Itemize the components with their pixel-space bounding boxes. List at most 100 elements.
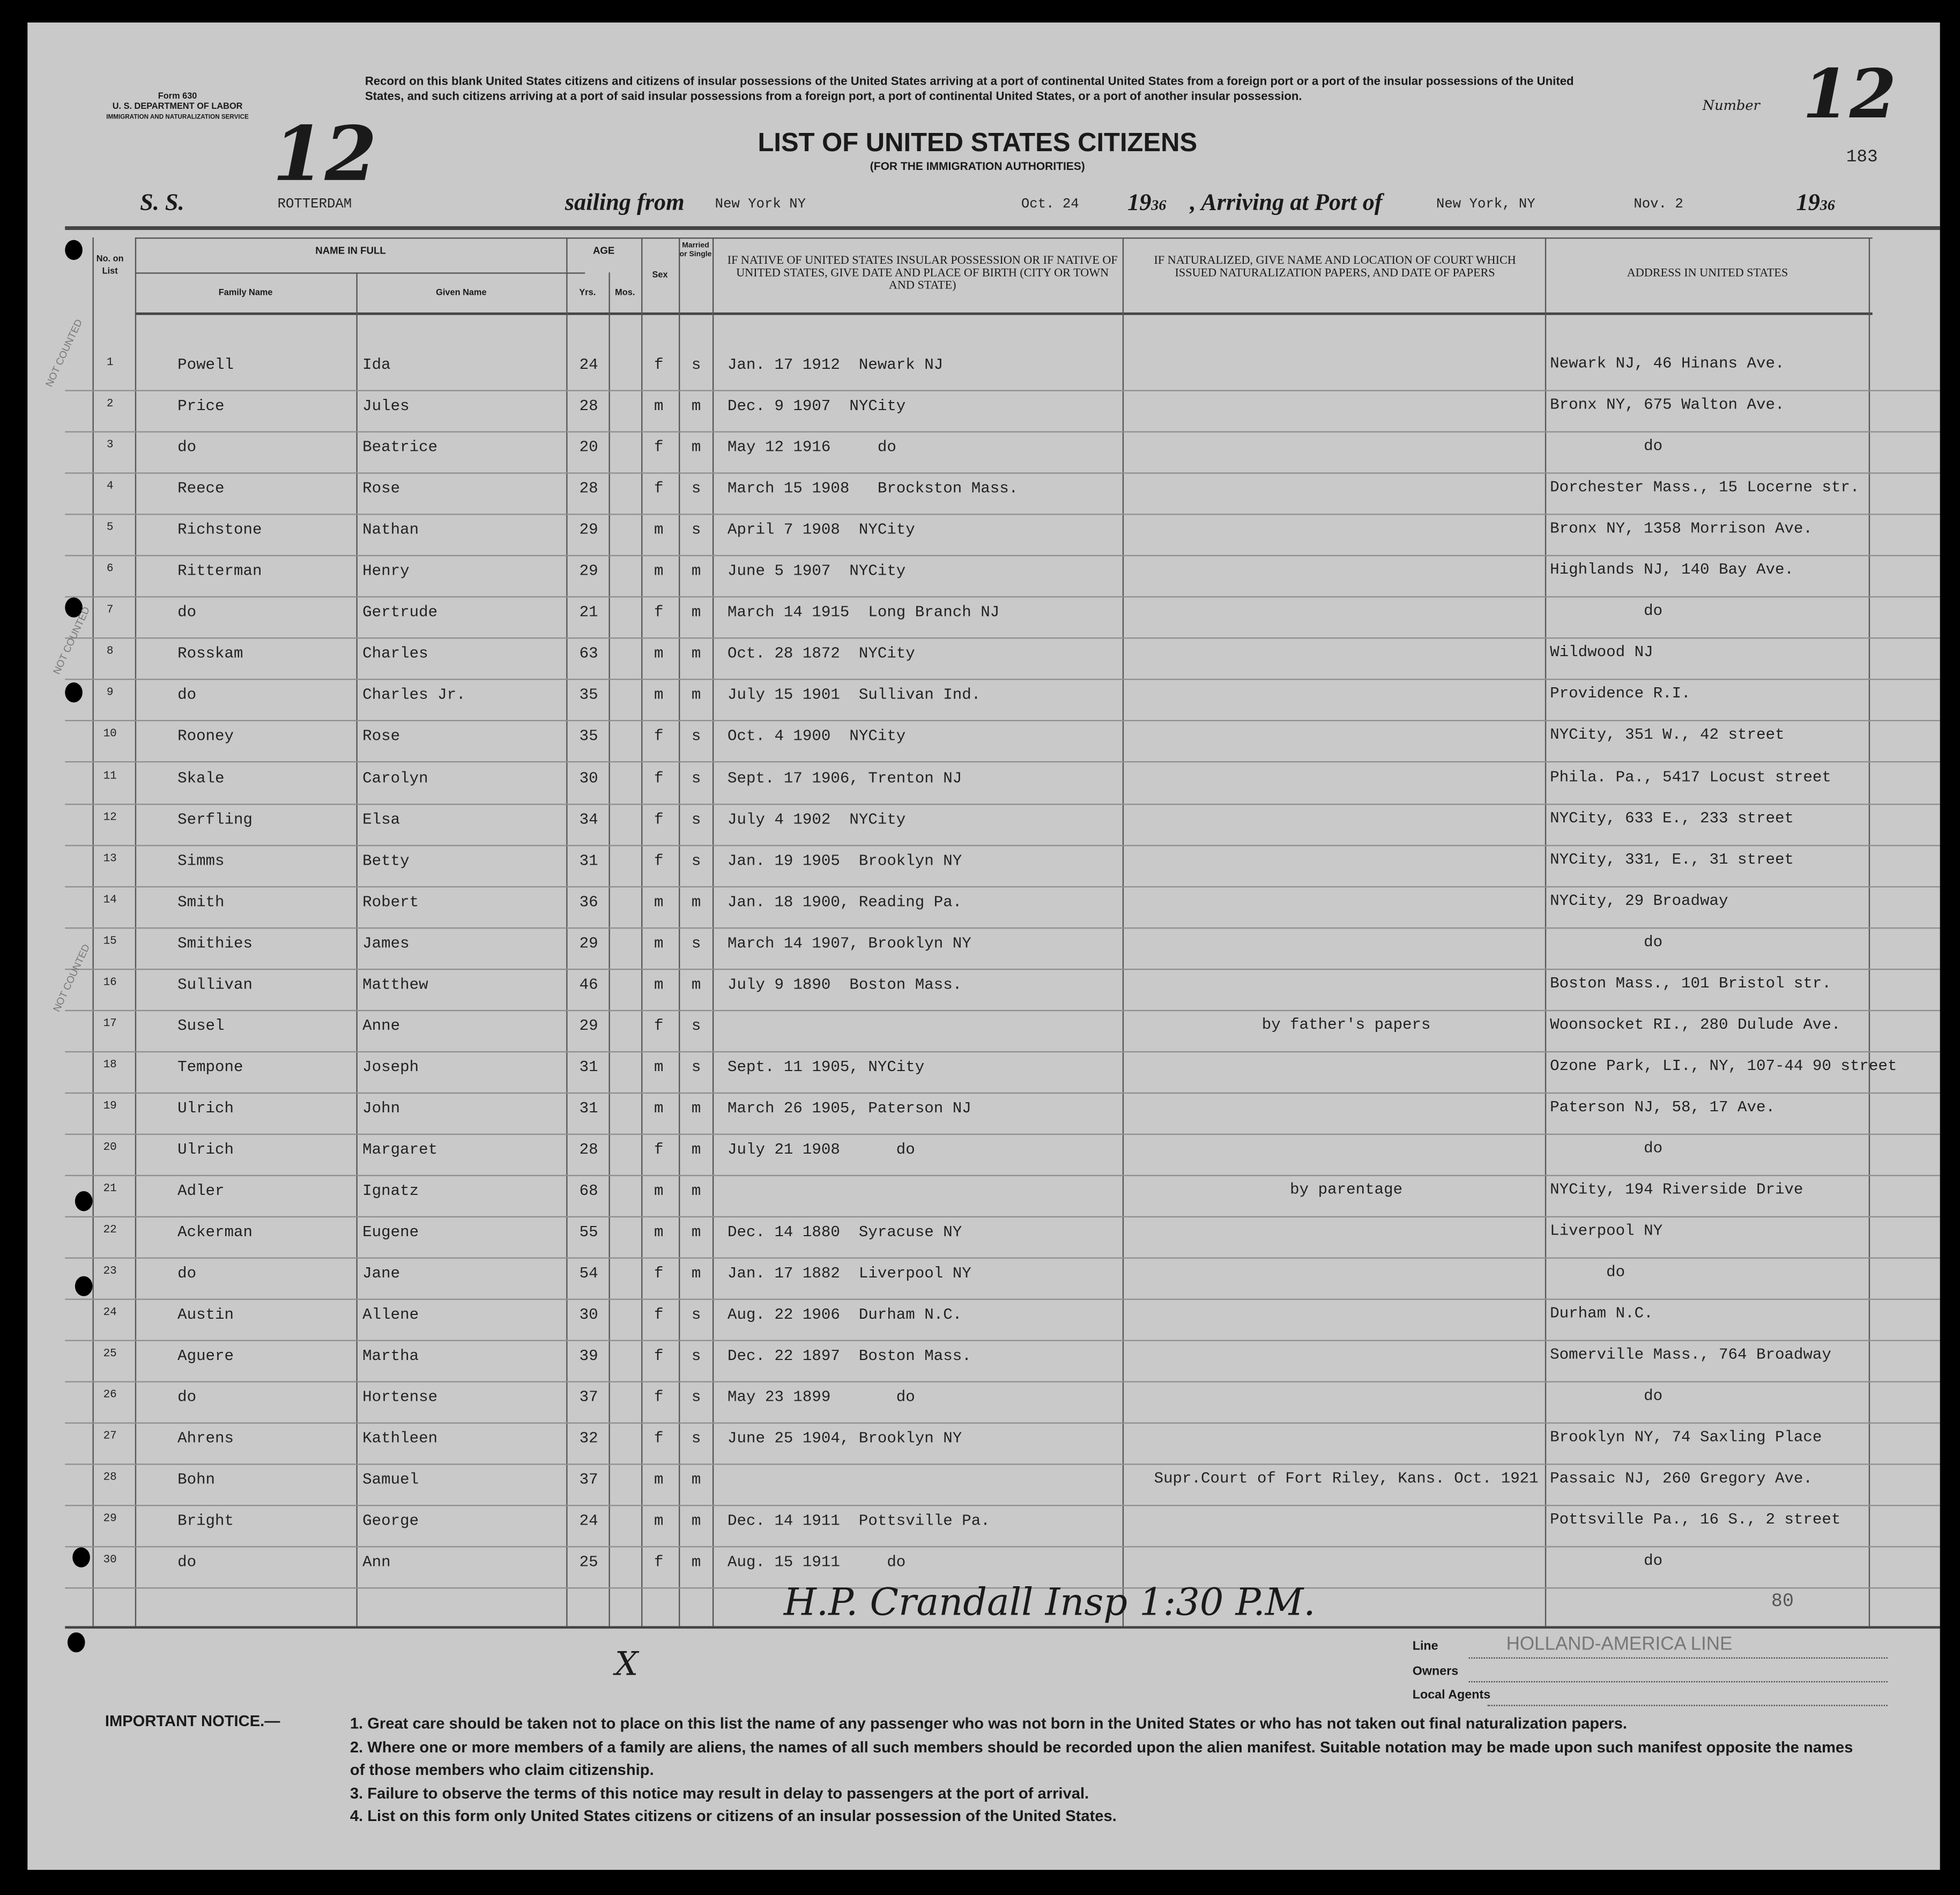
table-row: 3 do Beatrice 20 f m May 12 1916 do do	[27, 433, 1940, 474]
cell-family: Bohn	[177, 1472, 216, 1489]
cell-addr: Bronx NY, 675 Walton Ave.	[1550, 396, 1785, 414]
cell-age: 20	[579, 439, 598, 457]
table-row: 1 Powell Ida 24 f s Jan. 17 1912 Newark NJ Newa…	[27, 350, 1940, 391]
cell-no: 19	[103, 1099, 117, 1112]
cell-given: Anne	[362, 1017, 400, 1035]
cell-birth: March 26 1905, Paterson NJ	[727, 1099, 971, 1118]
cell-addr: Durham N.C.	[1550, 1305, 1653, 1323]
cell-no: 4	[106, 480, 114, 493]
cell-addr: do	[1550, 1552, 1663, 1571]
ruled-line	[65, 472, 1940, 474]
table-row: 29 Bright George 24 m m Dec. 14 1911 Pottsvill…	[27, 1506, 1940, 1548]
cell-family: do	[177, 686, 197, 704]
cell-no: 28	[103, 1472, 117, 1484]
cell-family: do	[177, 1554, 197, 1572]
header-sex: Sex	[652, 271, 668, 280]
page-stamp: 183	[1846, 147, 1878, 168]
cell-ms: s	[691, 356, 701, 374]
cell-given: Ida	[362, 356, 391, 374]
cell-age: 25	[579, 1554, 598, 1572]
cell-age: 28	[579, 397, 598, 415]
ruled-line	[65, 555, 1940, 556]
number-label: Number	[1702, 97, 1760, 114]
punch-hole	[65, 682, 83, 703]
ruled-line	[65, 1422, 1940, 1424]
handwritten-corner-number: 12	[272, 111, 377, 199]
ruled-line	[65, 803, 1940, 805]
ruled-line	[65, 927, 1940, 928]
cell-birth: Jan. 17 1882 Liverpool NY	[727, 1265, 971, 1283]
table-row: 25 Aguere Martha 39 f s Dec. 22 1897 Boston Ma…	[27, 1341, 1940, 1383]
cell-given: Betty	[362, 852, 410, 870]
cell-addr: Bronx NY, 1358 Morrison Ave.	[1550, 520, 1813, 538]
passenger-table: No. on List NAME IN FULL Family Name Giv…	[27, 23, 1940, 1870]
ruled-line	[65, 1009, 1940, 1011]
cell-addr: Highlands NJ, 140 Bay Ave.	[1550, 561, 1794, 579]
cell-ms: s	[691, 934, 701, 952]
ruled-line	[65, 596, 1940, 598]
table-row: 17 Susel Anne 29 f s by father's papers Woonsoc…	[27, 1011, 1940, 1052]
table-row: 8 Rosskam Charles 63 m m Oct. 28 1872 NYCity Wi…	[27, 639, 1940, 681]
cell-age: 30	[579, 1306, 598, 1324]
cell-given: John	[362, 1099, 400, 1118]
cell-birth: Dec. 14 1911 Pottsville Pa.	[727, 1513, 990, 1530]
cell-sex: m	[654, 1058, 664, 1076]
cell-ms: m	[691, 686, 701, 704]
cell-birth: July 21 1908 do	[727, 1141, 915, 1159]
cell-addr: Liverpool NY	[1550, 1222, 1663, 1240]
cell-age: 29	[579, 521, 598, 539]
cell-addr: NYCity, 29 Broadway	[1550, 891, 1728, 910]
cell-family: do	[177, 1265, 197, 1283]
cell-birth: Jan. 17 1912 Newark NJ	[727, 356, 944, 374]
line-owners-agents: Line HOLLAND-AMERICA LINE Owners Local Ag…	[1412, 1633, 1888, 1706]
cell-birth: May 23 1899 do	[727, 1388, 915, 1407]
cell-family: do	[177, 604, 197, 622]
punch-hole	[67, 1632, 85, 1653]
arrival-date: Nov. 2	[1634, 197, 1683, 213]
cell-no: 29	[103, 1513, 117, 1526]
cell-given: Beatrice	[362, 439, 438, 457]
header-naturalized: IF NATURALIZED, GIVE NAME AND LOCATION O…	[1154, 255, 1516, 280]
cell-no: 9	[106, 686, 114, 700]
ss-label: S. S.	[140, 190, 184, 217]
cell-sex: f	[654, 811, 664, 828]
cell-ms: s	[691, 1306, 701, 1324]
cell-no: 24	[103, 1306, 117, 1319]
cell-age: 32	[579, 1430, 598, 1448]
ruled-line	[65, 1051, 1940, 1052]
tally: 80	[1771, 1591, 1794, 1612]
column-divider	[92, 237, 94, 1626]
table-row: 15 Smithies James 29 m s March 14 1907, Brookl…	[27, 928, 1940, 970]
year-prefix: 19	[1796, 190, 1820, 217]
cell-ms: m	[691, 562, 701, 581]
form-id: Form 630 U. S. DEPARTMENT OF LABOR IMMIG…	[90, 93, 265, 123]
cell-ms: m	[691, 1472, 701, 1489]
cell-given: Charles Jr.	[362, 686, 466, 704]
cell-birth: July 4 1902 NYCity	[727, 811, 906, 828]
table-row: 6 Ritterman Henry 29 m m June 5 1907 NYCity Hig…	[27, 556, 1940, 598]
cell-addr: do	[1550, 437, 1663, 455]
cell-ms: m	[691, 1099, 701, 1118]
agents-label: Local Agents	[1412, 1688, 1491, 1703]
cell-addr: Somerville Mass., 764 Broadway	[1550, 1346, 1831, 1364]
cell-addr: Newark NJ, 46 Hinans Ave.	[1550, 355, 1785, 373]
cell-age: 31	[579, 1058, 598, 1076]
cell-ms: m	[691, 1223, 701, 1242]
cell-sex: f	[654, 1554, 664, 1572]
column-divider	[1545, 237, 1547, 1626]
header-age: AGE	[592, 244, 615, 256]
table-row: 13 Simms Betty 31 f s Jan. 19 1905 Brooklyn NY…	[27, 846, 1940, 887]
cell-family: do	[177, 1388, 197, 1407]
column-divider	[1122, 237, 1124, 1626]
table-row: 2 Price Jules 28 m m Dec. 9 1907 NYCity Bronx N…	[27, 391, 1940, 433]
cell-given: Hortense	[362, 1388, 438, 1407]
cell-birth: March 14 1915 Long Branch NJ	[727, 604, 1000, 622]
cell-given: Joseph	[362, 1058, 419, 1076]
cell-sex: f	[654, 1388, 664, 1407]
column-divider	[135, 237, 137, 1626]
sailing-label: sailing from	[565, 190, 685, 217]
cell-family: Ritterman	[177, 562, 262, 581]
cell-sex: m	[654, 976, 664, 994]
cell-family: Ackerman	[177, 1223, 253, 1242]
x-mark: X	[615, 1646, 639, 1684]
